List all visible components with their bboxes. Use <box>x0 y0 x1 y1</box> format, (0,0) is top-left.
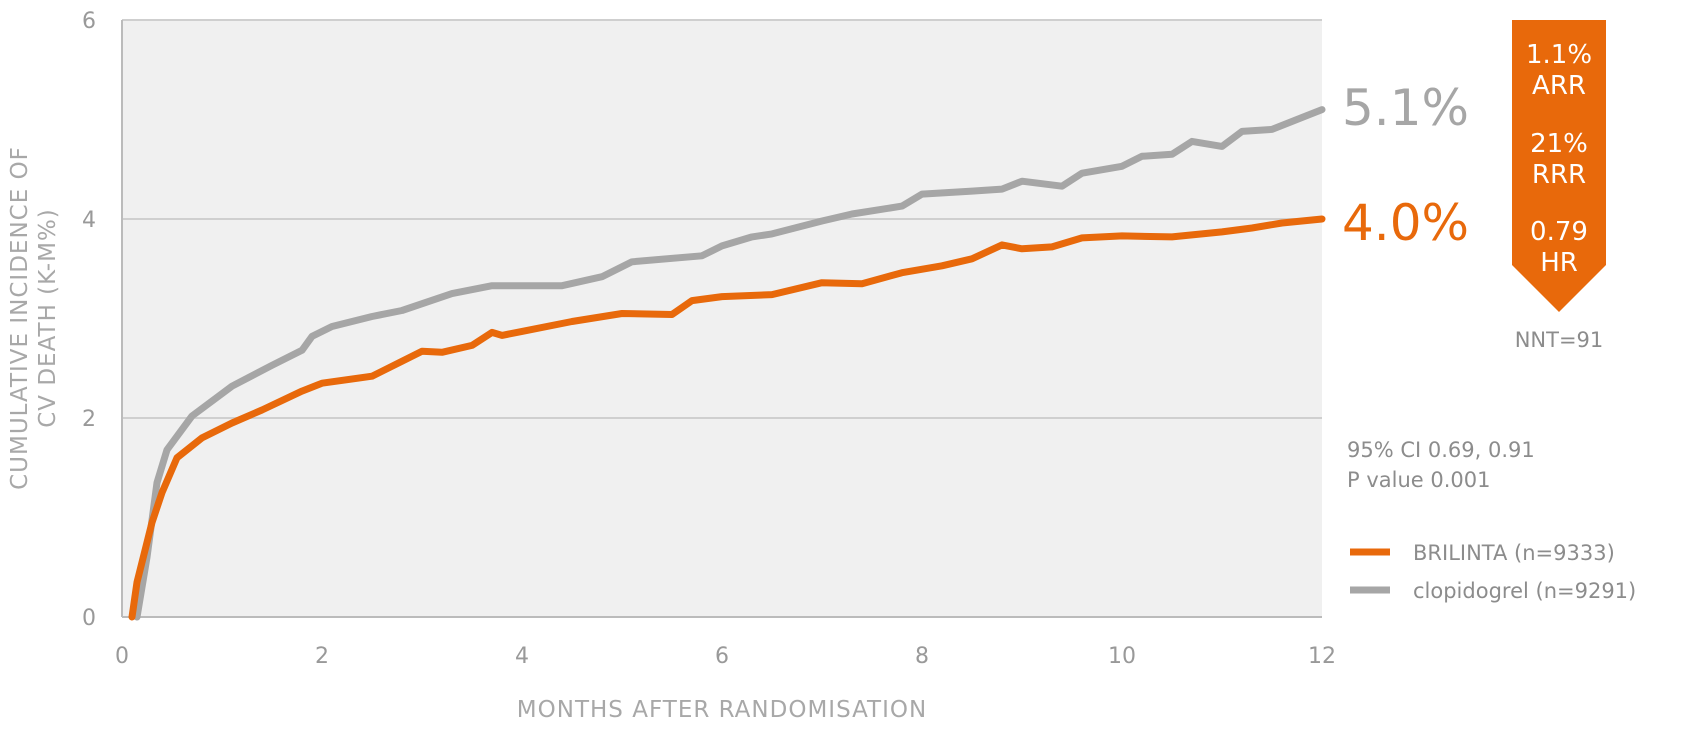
plot-area <box>122 20 1322 617</box>
y-tick-label: 6 <box>82 9 96 34</box>
y-tick-label: 4 <box>82 208 96 233</box>
x-tick-label: 8 <box>915 644 929 669</box>
legend: BRILINTA (n=9333) clopidogrel (n=9291) <box>1350 541 1636 603</box>
arr-label: ARR <box>1532 71 1586 101</box>
end-label-brilinta: 4.0% <box>1342 194 1469 252</box>
series-line-brilinta <box>128 215 1326 621</box>
x-tick-label: 4 <box>515 644 529 669</box>
x-tick-label: 2 <box>315 644 329 669</box>
x-axis-title: MONTHS AFTER RANDOMISATION <box>517 697 927 723</box>
hr-label: HR <box>1540 248 1578 278</box>
rrr-label: RRR <box>1532 160 1586 190</box>
series-line-clopidogrel <box>133 106 1326 621</box>
arr-value: 1.1% <box>1526 40 1592 70</box>
x-tick-label: 12 <box>1308 644 1336 669</box>
y-tick-label: 2 <box>82 407 96 432</box>
y-axis-title-line-2: CV DEATH (K-M%) <box>35 208 61 428</box>
stats-badge <box>1512 20 1606 312</box>
x-tick-label: 6 <box>715 644 729 669</box>
rrr-value: 21% <box>1530 129 1588 159</box>
end-label-clopidogrel: 5.1% <box>1342 79 1469 137</box>
y-tick-label: 0 <box>82 606 96 631</box>
legend-label-brilinta: BRILINTA (n=9333) <box>1413 541 1615 565</box>
legend-label-clopidogrel: clopidogrel (n=9291) <box>1413 579 1636 603</box>
x-tick-labels: 0 2 4 6 8 10 12 <box>115 644 1336 669</box>
p-value: P value 0.001 <box>1347 468 1491 492</box>
grid-lines <box>122 19 1322 419</box>
x-tick-label: 10 <box>1108 644 1136 669</box>
y-tick-labels: 0 2 4 6 <box>82 9 96 631</box>
y-axis-title-line-1: CUMULATIVE INCIDENCE OF <box>7 146 33 490</box>
nnt-label: NNT=91 <box>1515 328 1604 352</box>
x-tick-label: 0 <box>115 644 129 669</box>
confidence-interval: 95% CI 0.69, 0.91 <box>1347 438 1535 462</box>
hr-value: 0.79 <box>1530 217 1588 247</box>
